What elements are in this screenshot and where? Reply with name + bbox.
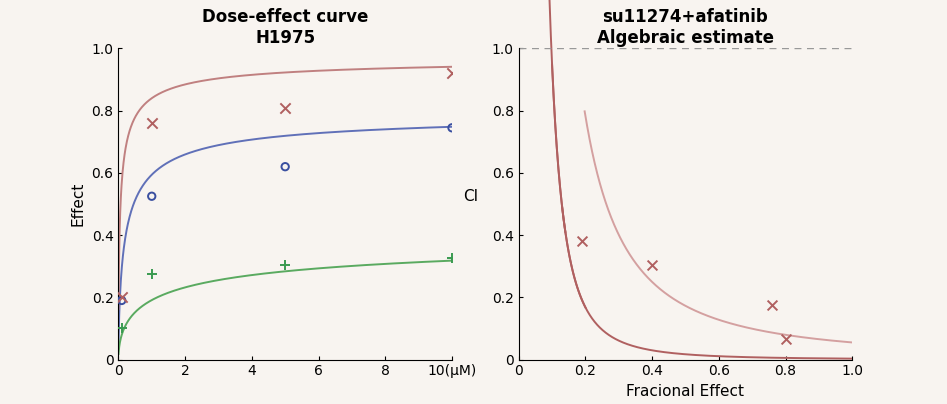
Point [144,271,159,277]
Point [645,261,660,268]
Point [115,297,130,304]
Point [444,255,459,262]
Point [764,302,779,308]
Point [277,164,293,170]
Point [115,325,130,332]
Point [444,124,459,131]
Point [575,238,590,244]
Title: su11274+afatinib
Algebraic estimate: su11274+afatinib Algebraic estimate [597,8,774,47]
Point [444,70,459,77]
Point [778,336,794,343]
Title: Dose-effect curve
H1975: Dose-effect curve H1975 [202,8,368,47]
Point [115,294,130,301]
Point [144,120,159,126]
Point [277,261,293,268]
Point [144,193,159,200]
Point [277,104,293,111]
X-axis label: Fracional Effect: Fracional Effect [627,384,744,399]
Y-axis label: CI: CI [463,189,478,204]
Y-axis label: Effect: Effect [71,182,86,226]
